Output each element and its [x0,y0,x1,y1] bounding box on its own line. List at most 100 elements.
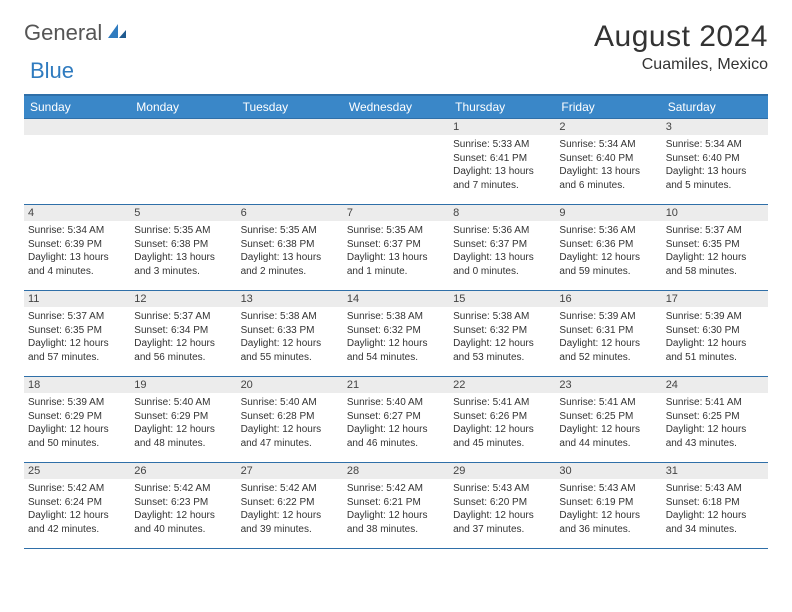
calendar-body: 1Sunrise: 5:33 AMSunset: 6:41 PMDaylight… [24,119,768,549]
daylight-text: Daylight: 13 hours and 5 minutes. [666,165,764,192]
calendar-week: 1Sunrise: 5:33 AMSunset: 6:41 PMDaylight… [24,119,768,205]
calendar-cell: 17Sunrise: 5:39 AMSunset: 6:30 PMDayligh… [662,291,768,377]
calendar-cell: 19Sunrise: 5:40 AMSunset: 6:29 PMDayligh… [130,377,236,463]
day-number: 17 [662,291,768,307]
daylight-text: Daylight: 12 hours and 59 minutes. [559,251,657,278]
calendar-cell: 13Sunrise: 5:38 AMSunset: 6:33 PMDayligh… [237,291,343,377]
day-details: Sunrise: 5:37 AMSunset: 6:34 PMDaylight:… [130,307,236,368]
day-number: 26 [130,463,236,479]
sunset-text: Sunset: 6:38 PM [241,238,339,252]
sunset-text: Sunset: 6:27 PM [347,410,445,424]
sunset-text: Sunset: 6:18 PM [666,496,764,510]
calendar-cell: 16Sunrise: 5:39 AMSunset: 6:31 PMDayligh… [555,291,661,377]
day-details: Sunrise: 5:38 AMSunset: 6:32 PMDaylight:… [343,307,449,368]
daylight-text: Daylight: 12 hours and 54 minutes. [347,337,445,364]
day-details: Sunrise: 5:41 AMSunset: 6:26 PMDaylight:… [449,393,555,454]
day-number: 4 [24,205,130,221]
day-number: 7 [343,205,449,221]
daylight-text: Daylight: 12 hours and 51 minutes. [666,337,764,364]
daylight-text: Daylight: 12 hours and 52 minutes. [559,337,657,364]
calendar-cell: 5Sunrise: 5:35 AMSunset: 6:38 PMDaylight… [130,205,236,291]
calendar-week: 11Sunrise: 5:37 AMSunset: 6:35 PMDayligh… [24,291,768,377]
calendar-cell [130,119,236,205]
sunrise-text: Sunrise: 5:42 AM [347,482,445,496]
day-number: 6 [237,205,343,221]
sunrise-text: Sunrise: 5:41 AM [453,396,551,410]
brand-part1: General [24,20,102,46]
calendar-cell: 6Sunrise: 5:35 AMSunset: 6:38 PMDaylight… [237,205,343,291]
sunset-text: Sunset: 6:40 PM [559,152,657,166]
day-number: 18 [24,377,130,393]
day-details: Sunrise: 5:43 AMSunset: 6:20 PMDaylight:… [449,479,555,540]
calendar-cell: 22Sunrise: 5:41 AMSunset: 6:26 PMDayligh… [449,377,555,463]
day-details: Sunrise: 5:38 AMSunset: 6:32 PMDaylight:… [449,307,555,368]
calendar-cell: 18Sunrise: 5:39 AMSunset: 6:29 PMDayligh… [24,377,130,463]
day-details: Sunrise: 5:37 AMSunset: 6:35 PMDaylight:… [662,221,768,282]
col-monday: Monday [130,95,236,119]
sunset-text: Sunset: 6:19 PM [559,496,657,510]
calendar-cell: 11Sunrise: 5:37 AMSunset: 6:35 PMDayligh… [24,291,130,377]
sunset-text: Sunset: 6:29 PM [134,410,232,424]
sunrise-text: Sunrise: 5:36 AM [559,224,657,238]
calendar-cell: 12Sunrise: 5:37 AMSunset: 6:34 PMDayligh… [130,291,236,377]
calendar-cell: 14Sunrise: 5:38 AMSunset: 6:32 PMDayligh… [343,291,449,377]
calendar-cell [343,119,449,205]
day-number: 24 [662,377,768,393]
sunrise-text: Sunrise: 5:43 AM [559,482,657,496]
day-details: Sunrise: 5:40 AMSunset: 6:29 PMDaylight:… [130,393,236,454]
day-details: Sunrise: 5:39 AMSunset: 6:31 PMDaylight:… [555,307,661,368]
calendar-cell: 25Sunrise: 5:42 AMSunset: 6:24 PMDayligh… [24,463,130,549]
daylight-text: Daylight: 12 hours and 44 minutes. [559,423,657,450]
day-details: Sunrise: 5:42 AMSunset: 6:23 PMDaylight:… [130,479,236,540]
calendar-cell: 2Sunrise: 5:34 AMSunset: 6:40 PMDaylight… [555,119,661,205]
title-block: August 2024 Cuamiles, Mexico [594,20,768,74]
day-details: Sunrise: 5:35 AMSunset: 6:38 PMDaylight:… [237,221,343,282]
sunrise-text: Sunrise: 5:43 AM [666,482,764,496]
daylight-text: Daylight: 12 hours and 39 minutes. [241,509,339,536]
day-details: Sunrise: 5:42 AMSunset: 6:24 PMDaylight:… [24,479,130,540]
sunset-text: Sunset: 6:29 PM [28,410,126,424]
sunrise-text: Sunrise: 5:34 AM [559,138,657,152]
calendar-table: Sunday Monday Tuesday Wednesday Thursday… [24,94,768,549]
daylight-text: Daylight: 12 hours and 42 minutes. [28,509,126,536]
day-details: Sunrise: 5:36 AMSunset: 6:36 PMDaylight:… [555,221,661,282]
daylight-text: Daylight: 12 hours and 56 minutes. [134,337,232,364]
sunset-text: Sunset: 6:24 PM [28,496,126,510]
day-details: Sunrise: 5:41 AMSunset: 6:25 PMDaylight:… [662,393,768,454]
calendar-cell: 24Sunrise: 5:41 AMSunset: 6:25 PMDayligh… [662,377,768,463]
calendar-cell [24,119,130,205]
day-number: 31 [662,463,768,479]
sunrise-text: Sunrise: 5:43 AM [453,482,551,496]
calendar-cell: 21Sunrise: 5:40 AMSunset: 6:27 PMDayligh… [343,377,449,463]
day-number: 22 [449,377,555,393]
sunrise-text: Sunrise: 5:42 AM [134,482,232,496]
day-details: Sunrise: 5:42 AMSunset: 6:21 PMDaylight:… [343,479,449,540]
day-details: Sunrise: 5:40 AMSunset: 6:28 PMDaylight:… [237,393,343,454]
day-number: 8 [449,205,555,221]
day-details: Sunrise: 5:36 AMSunset: 6:37 PMDaylight:… [449,221,555,282]
sunrise-text: Sunrise: 5:38 AM [241,310,339,324]
month-title: August 2024 [594,20,768,54]
daylight-text: Daylight: 12 hours and 50 minutes. [28,423,126,450]
day-details: Sunrise: 5:34 AMSunset: 6:39 PMDaylight:… [24,221,130,282]
day-details: Sunrise: 5:33 AMSunset: 6:41 PMDaylight:… [449,135,555,196]
sunrise-text: Sunrise: 5:33 AM [453,138,551,152]
day-number: 5 [130,205,236,221]
day-number: 9 [555,205,661,221]
daylight-text: Daylight: 13 hours and 4 minutes. [28,251,126,278]
day-details: Sunrise: 5:39 AMSunset: 6:30 PMDaylight:… [662,307,768,368]
calendar-cell [237,119,343,205]
daylight-text: Daylight: 12 hours and 48 minutes. [134,423,232,450]
day-number: 23 [555,377,661,393]
sunset-text: Sunset: 6:26 PM [453,410,551,424]
sunrise-text: Sunrise: 5:40 AM [241,396,339,410]
day-number: 27 [237,463,343,479]
day-number: 25 [24,463,130,479]
calendar-cell: 29Sunrise: 5:43 AMSunset: 6:20 PMDayligh… [449,463,555,549]
day-number: 29 [449,463,555,479]
sunrise-text: Sunrise: 5:34 AM [28,224,126,238]
sunset-text: Sunset: 6:38 PM [134,238,232,252]
calendar-head: Sunday Monday Tuesday Wednesday Thursday… [24,95,768,119]
sunrise-text: Sunrise: 5:37 AM [28,310,126,324]
day-details: Sunrise: 5:41 AMSunset: 6:25 PMDaylight:… [555,393,661,454]
